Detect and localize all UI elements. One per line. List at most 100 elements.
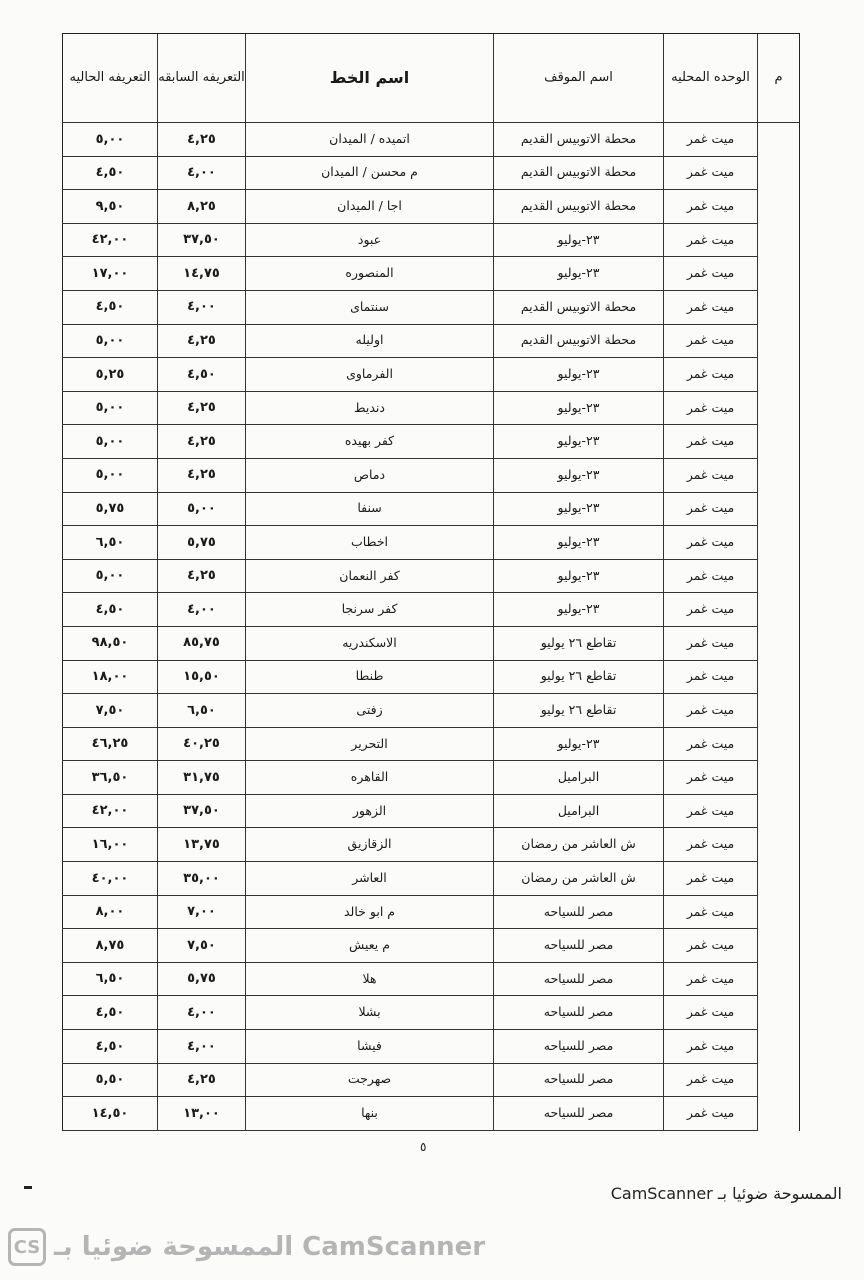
table-row: ميت غمر ٢٣-يوليو دماص ٤,٢٥ ٥,٠٠ bbox=[62, 458, 800, 493]
line-cell: الاسكندريه bbox=[245, 626, 493, 660]
index-cell bbox=[757, 895, 800, 930]
table-row: ميت غمر ٢٣-يوليو اخطاب ٥,٧٥ ٦,٥٠ bbox=[62, 526, 800, 560]
current-fare-cell: ٣٦,٥٠ bbox=[62, 761, 157, 794]
unit-cell: ميت غمر bbox=[663, 257, 757, 290]
index-cell bbox=[757, 526, 800, 560]
stop-cell: ٢٣-يوليو bbox=[493, 526, 663, 559]
current-fare-cell: ٧,٥٠ bbox=[62, 694, 157, 727]
line-cell: م ابو خالد bbox=[245, 895, 493, 929]
previous-fare-cell: ٤,٥٠ bbox=[157, 358, 245, 391]
unit-cell: ميت غمر bbox=[663, 694, 757, 727]
current-fare-cell: ١٤,٥٠ bbox=[62, 1097, 157, 1130]
stop-cell: ٢٣-يوليو bbox=[493, 727, 663, 761]
unit-cell: ميت غمر bbox=[663, 828, 757, 862]
index-cell bbox=[757, 324, 800, 359]
line-cell: الزهور bbox=[245, 794, 493, 828]
unit-cell: ميت غمر bbox=[663, 492, 757, 526]
previous-fare-cell: ٨٥,٧٥ bbox=[157, 626, 245, 660]
index-cell bbox=[757, 794, 800, 829]
stop-cell: محطة الاتوبيس القديم bbox=[493, 190, 663, 223]
current-fare-cell: ٤٦,٢٥ bbox=[62, 727, 157, 761]
header-unit: الوحده المحليه bbox=[663, 34, 757, 122]
index-cell bbox=[757, 425, 800, 459]
line-cell: طنطا bbox=[245, 660, 493, 694]
current-fare-cell: ٤,٥٠ bbox=[62, 593, 157, 626]
index-cell bbox=[757, 929, 800, 963]
previous-fare-cell: ٤,٠٠ bbox=[157, 593, 245, 626]
unit-cell: ميت غمر bbox=[663, 1063, 757, 1097]
current-fare-cell: ٤٢,٠٠ bbox=[62, 794, 157, 828]
line-cell: كفر النعمان bbox=[245, 559, 493, 593]
stop-cell: مصر للسياحه bbox=[493, 895, 663, 929]
previous-fare-cell: ٤,٠٠ bbox=[157, 1030, 245, 1063]
table-row: ميت غمر مصر للسياحه م ابو خالد ٧,٠٠ ٨,٠٠ bbox=[62, 895, 800, 930]
index-cell bbox=[757, 358, 800, 392]
index-cell bbox=[757, 1097, 800, 1131]
current-fare-cell: ٨,٠٠ bbox=[62, 895, 157, 929]
index-cell bbox=[757, 593, 800, 627]
index-cell bbox=[757, 290, 800, 325]
camscanner-watermark: CS الممسوحة ضوئيا بـ CamScanner bbox=[8, 1228, 485, 1266]
previous-fare-cell: ٤,٢٥ bbox=[157, 425, 245, 458]
unit-cell: ميت غمر bbox=[663, 123, 757, 156]
stop-cell: البراميل bbox=[493, 761, 663, 794]
table-row: ميت غمر ش العاشر من رمضان العاشر ٣٥,٠٠ ٤٠,٠٠ bbox=[62, 862, 800, 896]
stop-cell: البراميل bbox=[493, 794, 663, 828]
index-cell bbox=[757, 694, 800, 728]
unit-cell: ميت غمر bbox=[663, 626, 757, 660]
table-row: ميت غمر ٢٣-يوليو المنصوره ١٤,٧٥ ١٧,٠٠ bbox=[62, 257, 800, 291]
current-fare-cell: ٤,٥٠ bbox=[62, 156, 157, 190]
table-row: ميت غمر ٢٣-يوليو عبود ٣٧,٥٠ ٤٢,٠٠ bbox=[62, 223, 800, 258]
line-cell: كفر بهيده bbox=[245, 425, 493, 458]
current-fare-cell: ١٨,٠٠ bbox=[62, 660, 157, 694]
index-cell bbox=[757, 828, 800, 863]
table-row: ميت غمر محطة الاتوبيس القديم سنتماى ٤,٠٠ ٤,٥… bbox=[62, 290, 800, 325]
line-cell: دماص bbox=[245, 458, 493, 492]
stop-cell: تقاطع ٢٦ يوليو bbox=[493, 626, 663, 660]
previous-fare-cell: ٦,٥٠ bbox=[157, 694, 245, 727]
previous-fare-cell: ٧,٥٠ bbox=[157, 929, 245, 962]
unit-cell: ميت غمر bbox=[663, 794, 757, 828]
table-row: ميت غمر ٢٣-يوليو كفر النعمان ٤,٢٥ ٥,٠٠ bbox=[62, 559, 800, 594]
header-stop: اسم الموقف bbox=[493, 34, 663, 122]
current-fare-cell: ٩٨,٥٠ bbox=[62, 626, 157, 660]
stop-cell: ٢٣-يوليو bbox=[493, 391, 663, 425]
previous-fare-cell: ١٤,٧٥ bbox=[157, 257, 245, 290]
previous-fare-cell: ٤,٢٥ bbox=[157, 123, 245, 156]
line-cell: عبود bbox=[245, 223, 493, 257]
unit-cell: ميت غمر bbox=[663, 458, 757, 492]
unit-cell: ميت غمر bbox=[663, 156, 757, 190]
stop-cell: ٢٣-يوليو bbox=[493, 593, 663, 626]
index-cell bbox=[757, 727, 800, 762]
table-row: ميت غمر البراميل الزهور ٣٧,٥٠ ٤٢,٠٠ bbox=[62, 794, 800, 829]
current-fare-cell: ١٧,٠٠ bbox=[62, 257, 157, 290]
stop-cell: ٢٣-يوليو bbox=[493, 559, 663, 593]
index-cell bbox=[757, 123, 800, 157]
index-cell bbox=[757, 1063, 800, 1098]
unit-cell: ميت غمر bbox=[663, 559, 757, 593]
previous-fare-cell: ٣٧,٥٠ bbox=[157, 223, 245, 257]
unit-cell: ميت غمر bbox=[663, 1030, 757, 1063]
index-cell bbox=[757, 190, 800, 224]
table-row: ميت غمر مصر للسياحه بنها ١٣,٠٠ ١٤,٥٠ bbox=[62, 1097, 800, 1131]
scan-mark bbox=[24, 1186, 32, 1189]
line-cell: م محسن / الميدان bbox=[245, 156, 493, 190]
table-row: ميت غمر ٢٣-يوليو التحرير ٤٠,٢٥ ٤٦,٢٥ bbox=[62, 727, 800, 762]
stop-cell: ش العاشر من رمضان bbox=[493, 862, 663, 895]
line-cell: صهرجت bbox=[245, 1063, 493, 1097]
table-row: ميت غمر مصر للسياحه فيشا ٤,٠٠ ٤,٥٠ bbox=[62, 1030, 800, 1064]
current-fare-cell: ٥,٧٥ bbox=[62, 492, 157, 526]
previous-fare-cell: ١٣,٠٠ bbox=[157, 1097, 245, 1130]
stop-cell: محطة الاتوبيس القديم bbox=[493, 324, 663, 358]
stop-cell: تقاطع ٢٦ يوليو bbox=[493, 694, 663, 727]
line-cell: الفرماوى bbox=[245, 358, 493, 391]
previous-fare-cell: ٤,٠٠ bbox=[157, 996, 245, 1030]
line-cell: بنها bbox=[245, 1097, 493, 1130]
current-fare-cell: ٥,٠٠ bbox=[62, 123, 157, 156]
previous-fare-cell: ١٥,٥٠ bbox=[157, 660, 245, 694]
index-cell bbox=[757, 660, 800, 695]
header-current-fare: التعريفه الحاليه bbox=[62, 34, 157, 122]
line-cell: م يعيش bbox=[245, 929, 493, 962]
current-fare-cell: ٥,٢٥ bbox=[62, 358, 157, 391]
unit-cell: ميت غمر bbox=[663, 895, 757, 929]
